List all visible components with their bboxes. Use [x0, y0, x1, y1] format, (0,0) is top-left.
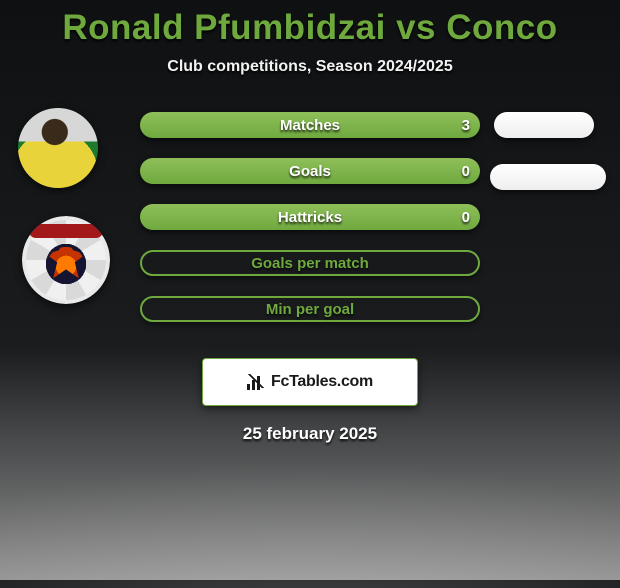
stat-value-left: 3	[462, 117, 470, 134]
stat-bar-matches: Matches 3	[140, 112, 480, 138]
stat-label: Hattricks	[278, 209, 342, 226]
player-avatar	[18, 108, 98, 188]
stat-bar-goals: Goals 0	[140, 158, 480, 184]
stat-value-left: 0	[462, 209, 470, 226]
player-photo-placeholder	[18, 108, 98, 188]
stat-label: Goals per match	[251, 255, 369, 272]
stat-bar-list: Matches 3 Goals 0 Hattricks 0 Goals per …	[140, 112, 480, 342]
stat-label: Matches	[280, 117, 340, 134]
stat-label: Min per goal	[266, 301, 354, 318]
page-title: Ronald Pfumbidzai vs Conco	[0, 8, 620, 48]
stat-label: Goals	[289, 163, 331, 180]
bar-chart-icon	[247, 374, 265, 390]
stat-bar-hattricks: Hattricks 0	[140, 204, 480, 230]
right-pill-goals	[490, 164, 606, 190]
stat-bar-min-per-goal: Min per goal	[140, 296, 480, 322]
stat-bar-goals-per-match: Goals per match	[140, 250, 480, 276]
stat-value-left: 0	[462, 163, 470, 180]
snapshot-date: 25 february 2025	[0, 424, 620, 444]
subtitle: Club competitions, Season 2024/2025	[0, 58, 620, 76]
brand-text: FcTables.com	[271, 373, 373, 391]
club-crest	[22, 216, 110, 304]
crest-banner	[29, 224, 103, 238]
comparison-panel: Matches 3 Goals 0 Hattricks 0 Goals per …	[0, 100, 620, 340]
brand-card: FcTables.com	[202, 358, 418, 406]
right-pill-matches	[494, 112, 594, 138]
